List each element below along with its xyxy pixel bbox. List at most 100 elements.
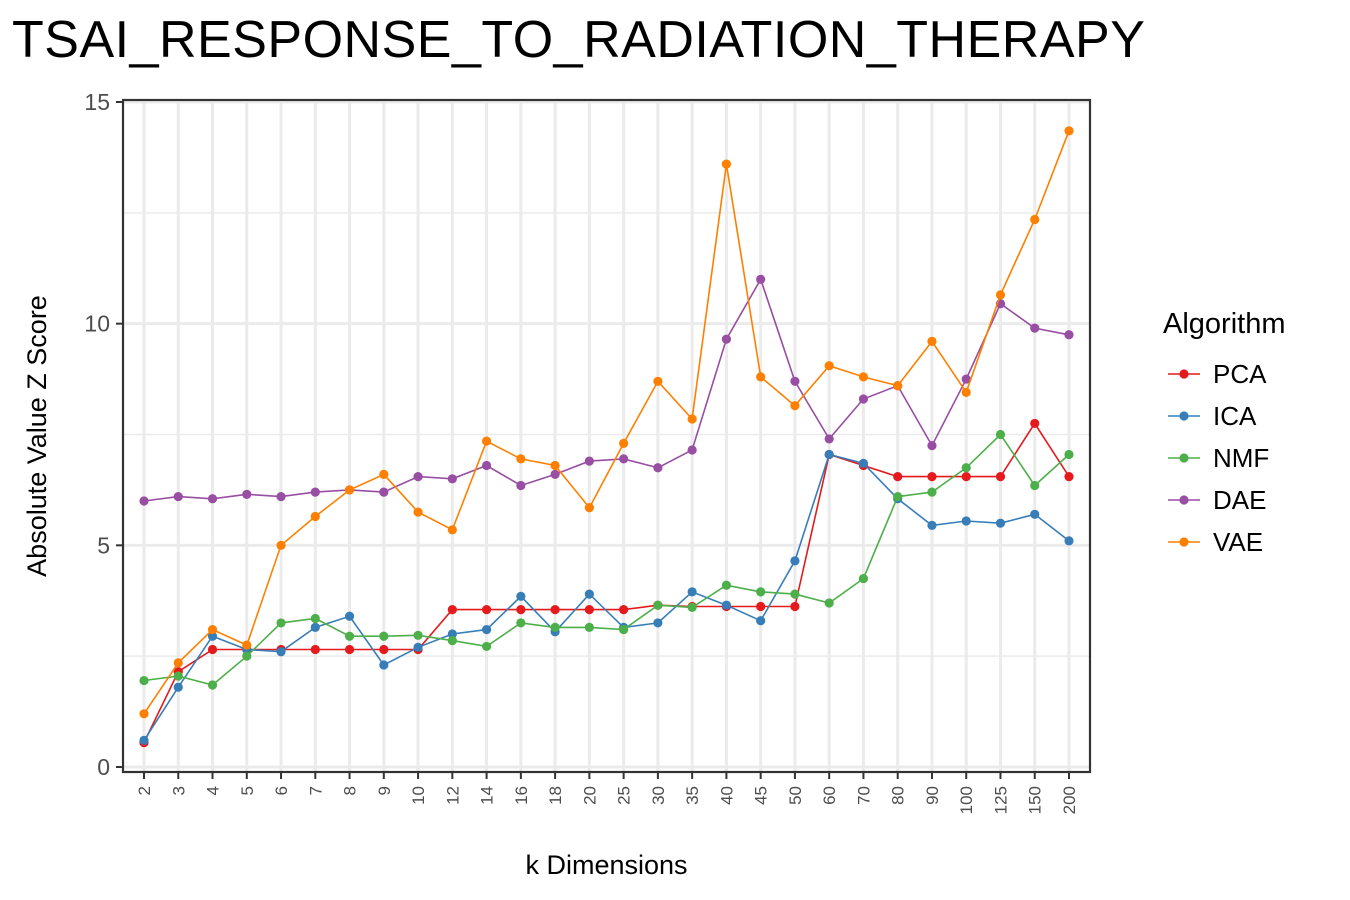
data-point-vae [481, 436, 492, 446]
legend-label: DAE [1213, 485, 1266, 515]
series-line-pca [143, 421, 1070, 743]
data-point-ica [790, 556, 800, 566]
legend-item-nmf: NMF [1168, 443, 1269, 473]
data-point-vae [756, 372, 766, 382]
data-point-nmf [653, 600, 663, 610]
data-point-vae [893, 381, 903, 391]
data-point-ica [687, 587, 697, 597]
data-point-nmf [1030, 480, 1040, 491]
data-point-pca [310, 644, 320, 655]
legend-label: VAE [1213, 527, 1263, 557]
x-tick-label: 35 [683, 786, 702, 805]
x-tick-label: 45 [752, 786, 771, 805]
x-tick-label: 2 [135, 786, 154, 795]
major-gridlines [123, 100, 1090, 772]
data-point-dae [619, 454, 629, 464]
data-point-vae [619, 438, 629, 448]
data-point-ica [824, 449, 834, 460]
series-line-dae [143, 277, 1070, 502]
data-point-nmf [790, 589, 800, 599]
x-tick-label: 100 [957, 786, 976, 814]
data-point-vae [1064, 126, 1074, 136]
y-tick-label: 15 [84, 89, 110, 115]
series-line-ica [143, 453, 1070, 741]
data-point-nmf [995, 429, 1006, 440]
series-vae [139, 126, 1074, 719]
data-point-dae [516, 480, 526, 491]
data-point-nmf [173, 671, 183, 681]
data-point-ica [139, 735, 149, 746]
data-point-nmf [721, 580, 732, 590]
y-tick-label: 5 [97, 532, 110, 558]
data-point-vae [344, 485, 355, 495]
data-point-nmf [207, 680, 218, 690]
data-point-dae [413, 472, 423, 482]
legend-label: PCA [1213, 359, 1267, 389]
data-point-vae [824, 361, 834, 371]
data-point-nmf [1064, 449, 1074, 460]
x-tick-label: 125 [991, 786, 1010, 814]
data-point-nmf [481, 641, 492, 652]
y-axis-label: Absolute Value Z Score [22, 295, 52, 577]
data-point-dae [858, 394, 869, 404]
data-point-vae [1030, 214, 1040, 225]
data-point-pca [893, 472, 903, 482]
data-point-ica [995, 518, 1006, 528]
x-axis: 2 3 4 5 6 7 8 9 10 12 14 16 18 20 25 30 35 40 45 50 60 70 80 90… [135, 772, 1079, 814]
data-point-dae [756, 274, 766, 284]
data-point-dae [242, 489, 252, 499]
series-line-vae [143, 130, 1070, 715]
data-point-ica [721, 600, 732, 610]
data-point-pca [790, 601, 800, 612]
data-point-pca [344, 644, 355, 655]
x-tick-label: 25 [615, 786, 634, 805]
data-point-pca [447, 605, 457, 615]
data-point-pca [1064, 472, 1074, 482]
data-point-vae [207, 624, 218, 635]
legend-item-pca: PCA [1168, 359, 1267, 389]
x-tick-label: 12 [443, 786, 462, 805]
data-point-nmf [516, 618, 526, 628]
legend-item-ica: ICA [1168, 401, 1257, 431]
data-point-nmf [893, 491, 903, 502]
data-point-vae [653, 376, 663, 386]
data-point-pca [756, 601, 766, 612]
x-tick-label: 9 [375, 786, 394, 795]
data-point-pca [516, 605, 526, 615]
data-point-ica [1030, 509, 1040, 519]
data-point-dae [310, 487, 320, 497]
data-point-nmf [961, 463, 971, 473]
x-tick-label: 80 [889, 786, 908, 805]
series-ica [139, 449, 1074, 746]
data-point-ica [310, 622, 320, 632]
legend-key-point [1179, 411, 1189, 421]
x-tick-label: 90 [923, 786, 942, 805]
minor-gridlines [123, 212, 1090, 657]
data-point-dae [790, 376, 800, 386]
data-point-dae [447, 474, 457, 484]
data-point-nmf [584, 622, 594, 632]
data-point-vae [276, 540, 286, 550]
data-point-vae [927, 336, 937, 346]
x-tick-label: 5 [238, 786, 257, 795]
data-point-dae [961, 374, 971, 384]
x-tick-label: 60 [820, 786, 839, 805]
data-point-dae [927, 440, 937, 451]
x-tick-label: 30 [649, 786, 668, 805]
data-point-vae [173, 658, 183, 668]
data-point-vae [139, 709, 149, 719]
legend-key-point [1179, 369, 1189, 379]
data-point-dae [379, 487, 389, 497]
data-point-ica [961, 516, 971, 526]
data-point-pca [1030, 418, 1040, 429]
legend-item-dae: DAE [1168, 485, 1266, 515]
series-pca [139, 418, 1074, 748]
data-point-vae [379, 469, 389, 479]
data-point-ica [207, 631, 218, 641]
panel-border [121, 98, 1092, 774]
x-tick-label: 3 [169, 786, 188, 795]
x-tick-label: 7 [306, 786, 325, 795]
x-tick-label: 18 [546, 786, 565, 805]
data-point-ica [584, 589, 594, 599]
data-point-ica [447, 629, 457, 639]
